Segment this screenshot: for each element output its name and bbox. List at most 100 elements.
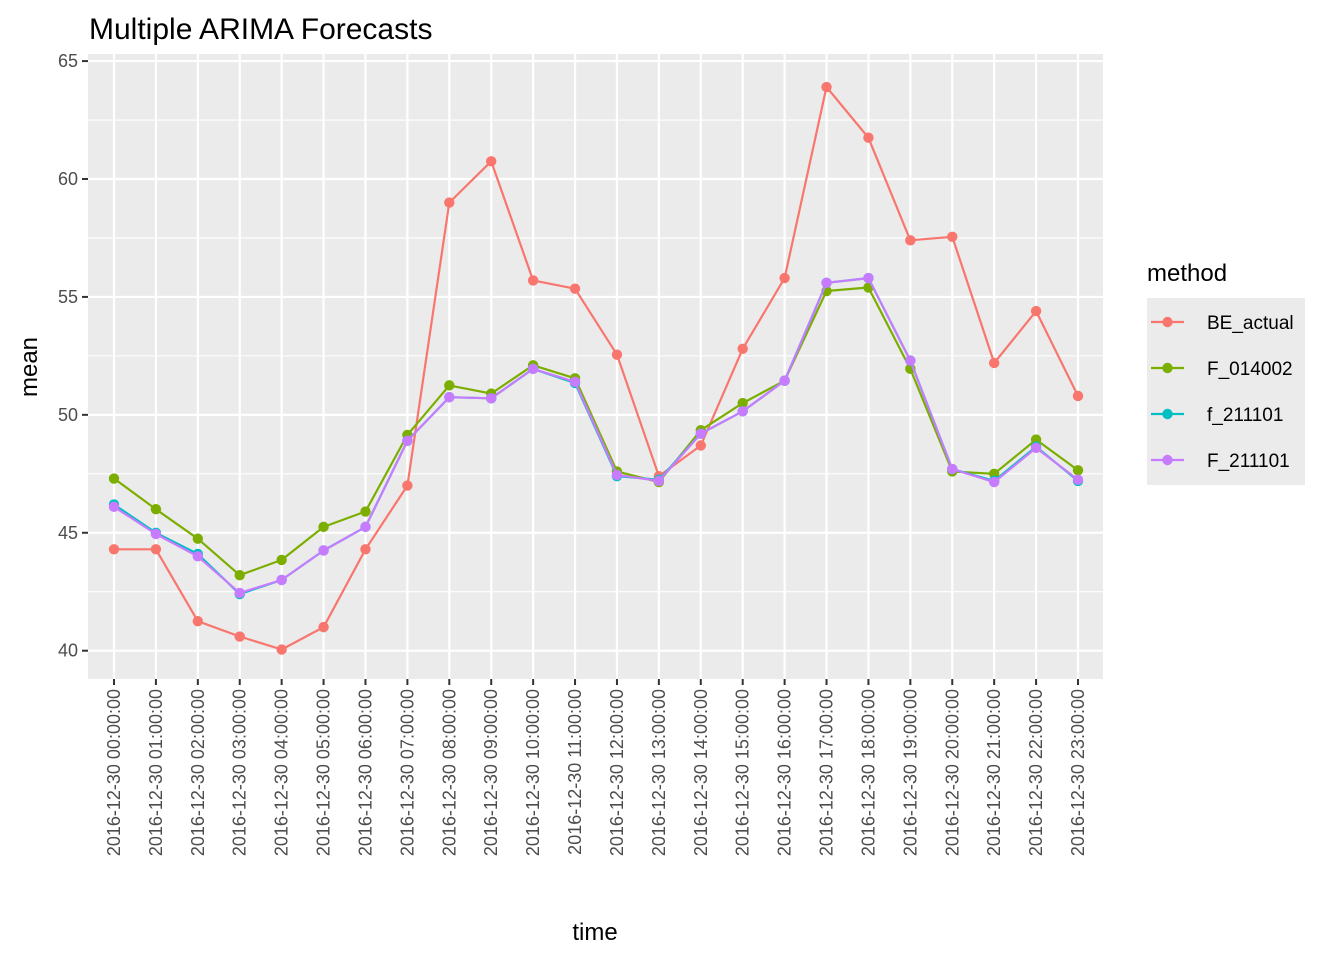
data-point [108, 501, 120, 513]
data-point [527, 363, 539, 375]
data-point [1030, 442, 1042, 454]
legend-item: f_211101 [1151, 405, 1283, 426]
data-point [192, 533, 204, 544]
data-point [569, 283, 581, 294]
data-point [821, 277, 832, 288]
legend-label: f_211101 [1207, 405, 1283, 426]
data-point [192, 551, 204, 562]
x-tick-label: 2016-12-30 22:00:00 [1026, 689, 1046, 856]
data-point [360, 506, 371, 517]
data-point [276, 644, 287, 655]
data-point [779, 272, 790, 284]
data-point [444, 380, 455, 391]
legend-key-point [1162, 408, 1173, 420]
data-point [360, 521, 371, 533]
data-point [276, 574, 287, 586]
x-tick-label: 2016-12-30 01:00:00 [146, 689, 166, 856]
data-point [276, 554, 287, 566]
data-point [108, 473, 120, 484]
x-axis: 2016-12-30 00:00:00 2016-12-30 01:00:00 20… [104, 679, 1088, 856]
y-tick-label: 55 [58, 287, 78, 307]
y-axis: 40 45 50 55 60 65 [58, 51, 88, 661]
data-point [150, 503, 162, 515]
legend-label: F_211101 [1207, 451, 1290, 472]
data-point [863, 272, 874, 284]
data-point [150, 528, 162, 540]
data-point [737, 406, 748, 417]
data-point [988, 357, 1000, 369]
x-tick-label: 2016-12-30 17:00:00 [817, 689, 837, 856]
legend-item: F_211101 [1151, 451, 1290, 472]
data-point [234, 570, 245, 581]
x-tick-label: 2016-12-30 10:00:00 [523, 689, 543, 856]
y-tick-label: 40 [58, 641, 78, 661]
y-axis-title: mean [16, 337, 43, 397]
legend-key-point [1162, 316, 1173, 328]
legend-keys-background [1147, 298, 1305, 485]
data-point [947, 463, 958, 475]
data-point [486, 156, 497, 167]
data-point [444, 197, 455, 208]
x-tick-label: 2016-12-30 00:00:00 [104, 689, 124, 856]
x-tick-label: 2016-12-30 18:00:00 [858, 689, 878, 856]
data-point [947, 231, 958, 242]
x-tick-label: 2016-12-30 12:00:00 [607, 689, 627, 856]
data-point [905, 235, 916, 246]
plot-panel [88, 54, 1103, 679]
data-point [444, 391, 455, 403]
data-point [1072, 465, 1084, 476]
x-tick-label: 2016-12-30 04:00:00 [272, 689, 292, 856]
x-tick-label: 2016-12-30 07:00:00 [397, 689, 417, 856]
data-point [863, 132, 874, 143]
data-point [695, 428, 706, 439]
data-point [150, 544, 162, 555]
x-tick-label: 2016-12-30 13:00:00 [649, 689, 669, 856]
legend-item: BE_actual [1151, 313, 1294, 334]
legend-key-point [1162, 454, 1173, 466]
data-point [1030, 305, 1042, 317]
data-point [1072, 474, 1084, 485]
series-group [108, 81, 1084, 655]
x-tick-label: 2016-12-30 02:00:00 [188, 689, 208, 856]
y-tick-label: 60 [58, 169, 78, 189]
x-tick-label: 2016-12-30 09:00:00 [481, 689, 501, 856]
data-point [737, 343, 748, 355]
x-tick-label: 2016-12-30 05:00:00 [314, 689, 334, 856]
data-point [611, 349, 623, 360]
x-tick-label: 2016-12-30 21:00:00 [984, 689, 1004, 856]
series-BE_actual [108, 81, 1084, 655]
x-tick-label: 2016-12-30 11:00:00 [565, 689, 585, 855]
y-tick-label: 45 [58, 523, 78, 543]
data-point [192, 616, 204, 627]
data-point [234, 631, 245, 642]
data-point [737, 397, 748, 409]
y-tick-label: 65 [58, 51, 78, 71]
legend: method BE_actual F_014002 f_211101 F_211101 [1147, 260, 1305, 485]
legend-key-point [1162, 362, 1173, 374]
data-point [779, 375, 790, 386]
x-tick-label: 2016-12-30 16:00:00 [775, 689, 795, 856]
legend-label: F_014002 [1207, 359, 1293, 380]
y-tick-label: 50 [58, 405, 78, 425]
x-tick-label: 2016-12-30 03:00:00 [230, 689, 250, 856]
data-point [318, 621, 329, 633]
x-tick-label: 2016-12-30 08:00:00 [439, 689, 459, 856]
legend-item: F_014002 [1151, 359, 1293, 380]
data-point [402, 480, 413, 491]
data-point [569, 376, 581, 388]
data-point [234, 587, 245, 599]
data-point [611, 469, 623, 481]
chart-title: Multiple ARIMA Forecasts [89, 13, 432, 46]
series-line [114, 85, 1079, 651]
series-line [113, 286, 1079, 577]
data-point [695, 440, 706, 451]
data-point [653, 475, 665, 487]
x-tick-label: 2016-12-30 23:00:00 [1068, 689, 1088, 856]
data-point [108, 544, 120, 555]
legend-label: BE_actual [1207, 313, 1294, 334]
legend-title: method [1147, 260, 1227, 287]
data-point [988, 476, 1000, 488]
x-axis-title: time [572, 919, 617, 946]
series-F_211101 [108, 272, 1084, 599]
